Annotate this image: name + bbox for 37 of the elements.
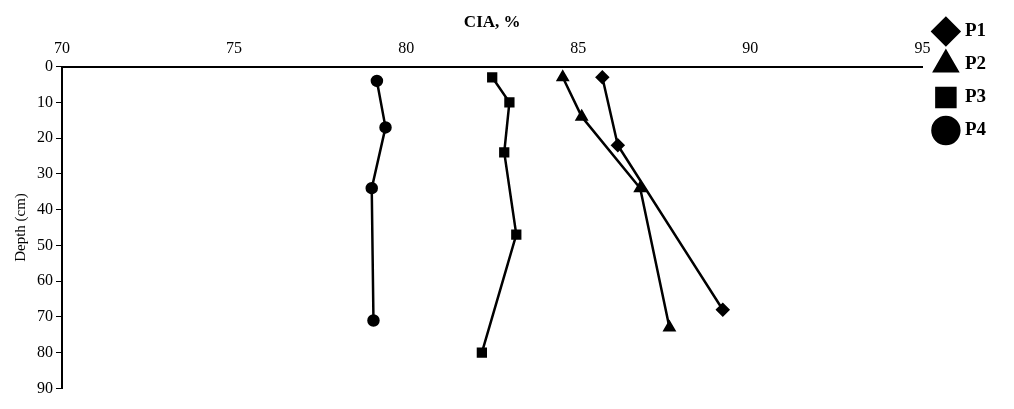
x-tick-label: 80 [398, 39, 415, 57]
point [499, 147, 510, 158]
point [716, 302, 730, 317]
point [379, 121, 392, 134]
point [663, 320, 676, 332]
x-tick-label: 85 [570, 39, 587, 57]
legend-label: P4 [964, 118, 987, 140]
x-tick-label: 95 [914, 39, 931, 57]
point [487, 72, 498, 83]
x-tick-label: 70 [54, 39, 70, 57]
y-tick-label: 60 [37, 271, 53, 289]
legend-label: P2 [964, 52, 986, 74]
point [556, 70, 569, 82]
point [365, 181, 378, 195]
point [511, 229, 522, 240]
point [575, 109, 588, 121]
point [370, 74, 384, 88]
x-tick-label: 75 [226, 39, 243, 57]
x-axis-title: CIA, % [463, 11, 521, 31]
point [504, 97, 515, 108]
y-tick-label: 90 [37, 378, 53, 396]
legend-label: P3 [964, 85, 986, 107]
y-tick-label: 30 [37, 164, 53, 182]
x-tick-label: 90 [742, 39, 759, 57]
y-tick-label: 10 [37, 92, 53, 110]
y-tick-label: 70 [37, 307, 53, 325]
point [595, 70, 610, 85]
point [367, 314, 380, 327]
y-tick-label: 50 [37, 235, 53, 253]
y-tick-label: 80 [37, 342, 53, 360]
y-tick-label: 40 [37, 199, 53, 217]
y-axis-title: Depth (cm) [11, 193, 29, 262]
point [611, 138, 625, 153]
y-tick-label: 20 [37, 128, 53, 146]
y-tick-label: 0 [45, 56, 53, 74]
point [476, 347, 488, 358]
legend-label: P1 [964, 19, 986, 41]
